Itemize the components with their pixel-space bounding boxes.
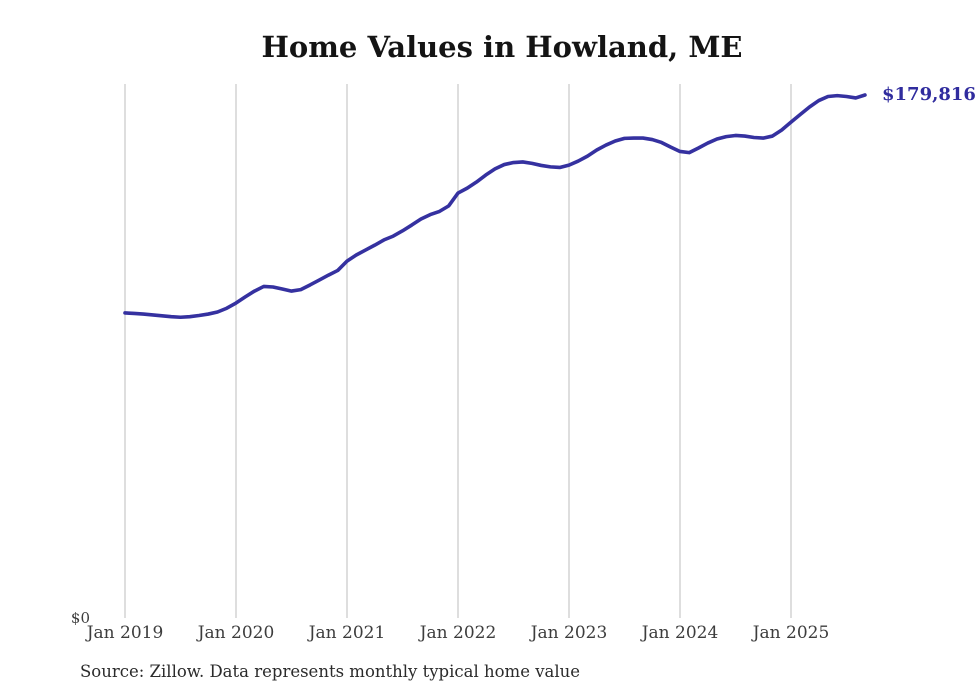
- home-value-line: [123, 93, 867, 320]
- x-axis-tick-label: Jan 2021: [308, 623, 386, 643]
- x-axis-tick-label: Jan 2024: [641, 623, 719, 643]
- latest-value-label: $179,816: [882, 84, 976, 106]
- x-axis-tick-label: Jan 2023: [530, 623, 608, 643]
- x-axis-tick-label: Jan 2019: [86, 623, 164, 643]
- x-axis-tick-label: Jan 2022: [419, 623, 497, 643]
- x-axis-tick-label: Jan 2020: [197, 623, 275, 643]
- chart-title: Home Values in Howland, ME: [261, 30, 743, 64]
- source-note: Source: Zillow. Data represents monthly …: [80, 662, 581, 681]
- y-axis-zero-label: $0: [70, 609, 90, 627]
- x-axis-tick-label: Jan 2025: [752, 623, 830, 643]
